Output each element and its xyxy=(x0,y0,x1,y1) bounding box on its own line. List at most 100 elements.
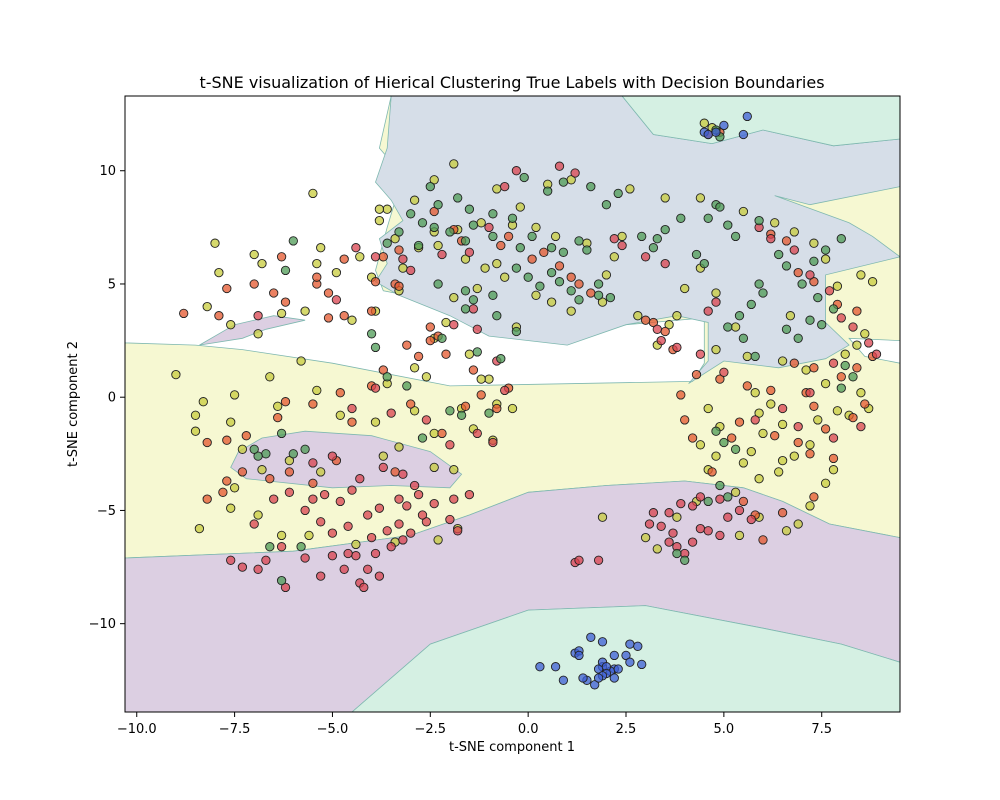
point-blue-8 xyxy=(586,632,596,642)
point-green-54 xyxy=(464,204,475,214)
point-orange-3 xyxy=(249,279,259,289)
point-green-10 xyxy=(715,480,725,491)
point-yellow-127 xyxy=(730,322,741,332)
point-orange-5 xyxy=(280,297,291,307)
point-red-54 xyxy=(593,555,604,565)
point-green-34 xyxy=(468,220,479,230)
point-green-44 xyxy=(593,279,604,289)
x-tick-label: 2.5 xyxy=(616,722,637,737)
point-red-66 xyxy=(723,512,733,522)
point-red-104 xyxy=(766,234,776,244)
point-red-111 xyxy=(864,338,874,348)
point-red-72 xyxy=(664,508,674,518)
point-orange-33 xyxy=(437,428,447,439)
point-red-105 xyxy=(789,245,799,255)
point-orange-76 xyxy=(586,288,596,298)
point-yellow-7 xyxy=(300,306,310,316)
point-yellow-54 xyxy=(257,465,267,475)
point-yellow-68 xyxy=(805,440,815,450)
point-orange-34 xyxy=(476,390,486,400)
point-yellow-13 xyxy=(398,263,408,273)
point-green-68 xyxy=(637,231,647,242)
point-red-68 xyxy=(746,514,756,525)
point-green-43 xyxy=(574,295,584,305)
y-axis-label: t-SNE component 2 xyxy=(66,341,81,467)
point-green-99 xyxy=(652,234,662,244)
point-red-5 xyxy=(413,489,424,500)
point-yellow-44 xyxy=(433,535,443,545)
point-red-89 xyxy=(449,320,459,330)
point-green-55 xyxy=(453,193,463,203)
point-green-6 xyxy=(296,542,306,552)
point-yellow-149 xyxy=(703,403,713,414)
point-orange-66 xyxy=(809,401,819,411)
point-blue-12 xyxy=(633,641,643,651)
point-red-0 xyxy=(308,458,318,468)
point-blue-29 xyxy=(535,662,545,672)
point-orange-18 xyxy=(335,388,345,398)
point-green-101 xyxy=(848,372,858,382)
point-green-4 xyxy=(276,575,287,586)
point-orange-26 xyxy=(265,474,275,484)
point-yellow-65 xyxy=(754,474,764,484)
point-orange-39 xyxy=(339,254,349,264)
point-orange-38 xyxy=(312,272,322,282)
point-yellow-24 xyxy=(273,401,283,411)
point-orange-41 xyxy=(394,245,404,255)
point-yellow-104 xyxy=(382,204,392,214)
point-green-95 xyxy=(836,234,846,244)
point-orange-48 xyxy=(222,476,232,486)
point-blue-9 xyxy=(597,637,608,647)
point-red-18 xyxy=(300,553,310,563)
point-orange-60 xyxy=(793,437,803,448)
point-yellow-71 xyxy=(805,501,815,511)
point-yellow-112 xyxy=(625,184,635,194)
point-yellow-123 xyxy=(860,329,870,339)
point-red-90 xyxy=(398,254,408,264)
point-orange-81 xyxy=(527,254,537,264)
point-orange-58 xyxy=(734,417,745,427)
point-red-26 xyxy=(284,487,295,497)
point-orange-86 xyxy=(429,206,439,217)
point-yellow-8 xyxy=(316,243,326,253)
point-yellow-106 xyxy=(429,175,439,185)
point-red-100 xyxy=(617,240,627,251)
point-yellow-26 xyxy=(335,410,345,420)
point-green-16 xyxy=(445,406,455,416)
point-red-65 xyxy=(715,530,725,541)
point-yellow-120 xyxy=(832,281,843,291)
point-green-63 xyxy=(543,186,553,196)
point-green-36 xyxy=(515,243,525,253)
point-yellow-10 xyxy=(331,267,342,278)
point-green-33 xyxy=(460,236,471,246)
point-green-56 xyxy=(433,200,443,210)
point-yellow-77 xyxy=(758,428,768,439)
point-yellow-6 xyxy=(276,308,287,319)
point-orange-80 xyxy=(539,247,549,257)
point-red-117 xyxy=(828,433,839,443)
x-tick-label: 5.0 xyxy=(714,722,735,737)
point-yellow-152 xyxy=(711,451,721,461)
point-red-10 xyxy=(453,526,463,536)
point-green-65 xyxy=(586,181,596,192)
point-yellow-86 xyxy=(777,356,788,366)
point-green-40 xyxy=(546,267,557,278)
point-green-46 xyxy=(593,290,604,300)
point-orange-65 xyxy=(820,424,831,434)
point-yellow-75 xyxy=(734,530,745,541)
point-red-12 xyxy=(406,528,416,538)
point-green-60 xyxy=(394,227,404,237)
point-orange-90 xyxy=(781,236,792,246)
point-green-24 xyxy=(468,295,479,305)
point-green-84 xyxy=(738,333,749,343)
point-orange-96 xyxy=(852,363,862,373)
point-orange-63 xyxy=(848,412,858,423)
point-yellow-131 xyxy=(672,311,682,321)
point-orange-1 xyxy=(214,311,224,321)
point-yellow-96 xyxy=(550,231,561,242)
plot-frame xyxy=(124,95,901,713)
point-yellow-36 xyxy=(484,374,494,384)
point-green-97 xyxy=(676,213,686,223)
point-yellow-160 xyxy=(190,410,201,420)
point-red-91 xyxy=(406,265,416,276)
